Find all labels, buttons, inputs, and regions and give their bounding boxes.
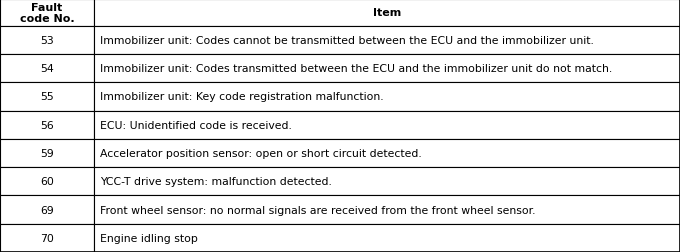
Text: 54: 54 (40, 64, 54, 74)
Bar (94, 167, 680, 196)
Bar (0, 224, 94, 252)
Bar (94, 224, 680, 252)
Text: Accelerator position sensor: open or short circuit detected.: Accelerator position sensor: open or sho… (100, 148, 422, 158)
Text: ECU: Unidentified code is received.: ECU: Unidentified code is received. (100, 120, 292, 130)
Bar (0, 139, 94, 167)
Text: 56: 56 (40, 120, 54, 130)
Text: 69: 69 (40, 205, 54, 215)
Bar (94, 55, 680, 83)
Text: Immobilizer unit: Codes transmitted between the ECU and the immobilizer unit do : Immobilizer unit: Codes transmitted betw… (100, 64, 612, 74)
Bar (0, 26, 94, 55)
Text: Immobilizer unit: Key code registration malfunction.: Immobilizer unit: Key code registration … (100, 92, 384, 102)
Text: 53: 53 (40, 36, 54, 46)
Text: Front wheel sensor: no normal signals are received from the front wheel sensor.: Front wheel sensor: no normal signals ar… (100, 205, 535, 215)
Text: 60: 60 (40, 177, 54, 186)
Bar (0, 196, 94, 224)
Text: Item: Item (373, 8, 401, 18)
Bar (0, 167, 94, 196)
Text: 55: 55 (40, 92, 54, 102)
Text: 59: 59 (40, 148, 54, 158)
Text: Fault
code No.: Fault code No. (20, 3, 74, 24)
Bar (94, 139, 680, 167)
Bar (94, 0, 680, 26)
Bar (0, 55, 94, 83)
Bar (94, 26, 680, 55)
Text: YCC-T drive system: malfunction detected.: YCC-T drive system: malfunction detected… (100, 177, 332, 186)
Text: 70: 70 (40, 233, 54, 243)
Bar (94, 83, 680, 111)
Bar (0, 111, 94, 139)
Text: Immobilizer unit: Codes cannot be transmitted between the ECU and the immobilize: Immobilizer unit: Codes cannot be transm… (100, 36, 594, 46)
Bar (0, 83, 94, 111)
Bar (94, 111, 680, 139)
Bar (0, 0, 94, 26)
Bar (94, 196, 680, 224)
Text: Engine idling stop: Engine idling stop (100, 233, 198, 243)
